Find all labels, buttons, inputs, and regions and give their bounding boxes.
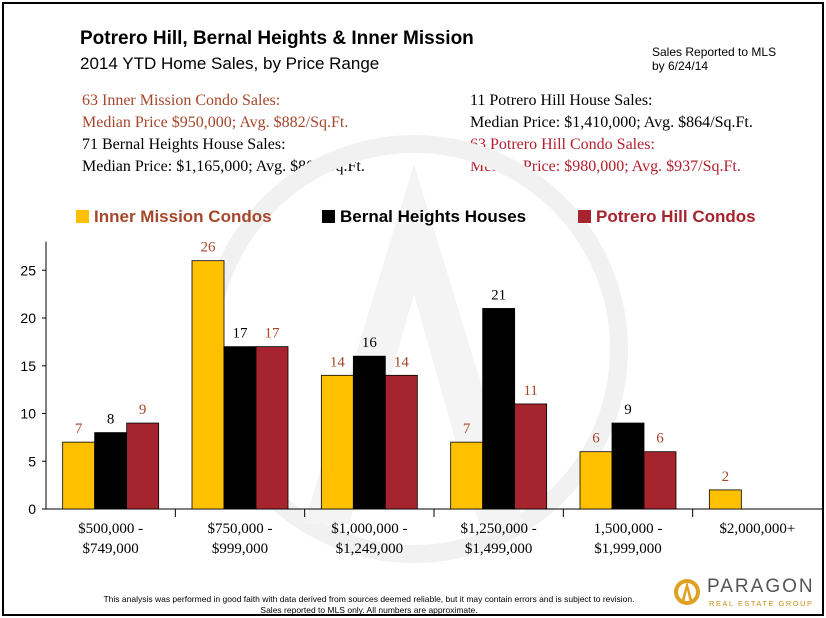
bar — [579, 451, 613, 510]
x-tick-label: $1,000,000 - — [331, 521, 407, 537]
data-label: 9 — [139, 402, 147, 418]
legend-swatch — [578, 210, 591, 223]
note-potrero-house-median: Median Price: $1,410,000; Avg. $864/Sq.F… — [470, 114, 753, 131]
chart-subtitle: 2014 YTD Home Sales, by Price Range — [80, 54, 380, 73]
bar — [514, 403, 548, 510]
data-label: 8 — [107, 412, 115, 428]
data-label: 11 — [523, 383, 537, 399]
bar — [708, 489, 742, 510]
note-bernal-median: Median Price: $1,165,000; Avg. $801/Sq.F… — [82, 158, 365, 175]
legend-label: Bernal Heights Houses — [340, 207, 526, 226]
bar — [320, 374, 354, 510]
data-label: 9 — [624, 402, 632, 418]
bar — [94, 432, 128, 510]
x-tick-label: $750,000 - — [208, 521, 273, 537]
bar — [126, 422, 160, 510]
x-tick-label: $1,250,000 - — [461, 521, 537, 537]
x-tick-label: 1,500,000 - — [594, 521, 663, 537]
x-tick-label: $500,000 - — [78, 521, 143, 537]
chart-title: Potrero Hill, Bernal Heights & Inner Mis… — [80, 28, 474, 49]
y-tick-label: 20 — [20, 310, 36, 326]
note-potrero-house-count: 11 Potrero Hill House Sales: — [470, 92, 653, 109]
legend-swatch — [76, 210, 89, 223]
bar — [450, 441, 484, 510]
bar — [482, 308, 516, 510]
bar — [643, 451, 677, 510]
disclaimer-line-1: This analysis was performed in good fait… — [103, 594, 635, 604]
x-tick-label: $2,000,000+ — [719, 521, 795, 537]
data-label: 21 — [491, 287, 506, 303]
data-label: 2 — [722, 469, 730, 485]
data-label: 7 — [75, 421, 83, 437]
note-inner-mission-median: Median Price $950,000; Avg. $882/Sq.Ft. — [82, 114, 349, 131]
note-inner-mission-count: 63 Inner Mission Condo Sales: — [82, 92, 281, 109]
note-bernal-count: 71 Bernal Heights House Sales: — [82, 136, 286, 153]
bar — [352, 355, 386, 510]
data-label: 16 — [362, 335, 378, 351]
x-tick-label: $1,499,000 — [465, 541, 533, 557]
data-label: 6 — [656, 431, 664, 447]
bar-chart: 0 5 10 15 20 25 $500,000 - $749,000 $750,000 - $9… — [20, 135, 822, 563]
bar — [255, 346, 289, 510]
legend-label: Potrero Hill Condos — [596, 207, 756, 226]
data-label: 14 — [330, 354, 346, 370]
disclaimer-line-2: Sales reported to MLS only. All numbers … — [260, 605, 478, 615]
bar — [62, 441, 96, 510]
y-tick-label: 0 — [28, 501, 36, 517]
bar — [191, 260, 225, 510]
data-label: 17 — [233, 326, 249, 342]
data-label: 26 — [201, 240, 217, 256]
y-tick-label: 10 — [20, 406, 36, 422]
data-label: 6 — [592, 431, 600, 447]
legend-swatch — [322, 210, 335, 223]
x-tick-label: $1,999,000 — [594, 541, 662, 557]
x-tick-label: $749,000 — [83, 541, 139, 557]
reported-note: Sales Reported to MLS by 6/24/14 — [652, 45, 777, 73]
paragon-logo-tagline: REAL ESTATE GROUP — [709, 599, 814, 608]
paragon-logo-name: PARAGON — [707, 576, 815, 597]
bar — [384, 374, 418, 510]
note-potrero-condo-count: 63 Potrero Hill Condo Sales: — [470, 136, 655, 153]
y-tick-label: 15 — [20, 358, 36, 374]
data-label: 17 — [265, 326, 281, 342]
bar — [223, 346, 257, 510]
data-label: 7 — [463, 421, 471, 437]
x-tick-label: $1,249,000 — [336, 541, 404, 557]
y-tick-label: 25 — [20, 262, 36, 278]
data-label: 14 — [394, 354, 410, 370]
legend-label: Inner Mission Condos — [94, 207, 272, 226]
x-tick-label: $999,000 — [212, 541, 268, 557]
paragon-logo-icon — [672, 576, 702, 614]
note-potrero-condo-median: Median Price: $980,000; Avg. $937/Sq.Ft. — [470, 158, 741, 175]
bar — [611, 422, 645, 510]
y-tick-label: 5 — [28, 453, 36, 469]
